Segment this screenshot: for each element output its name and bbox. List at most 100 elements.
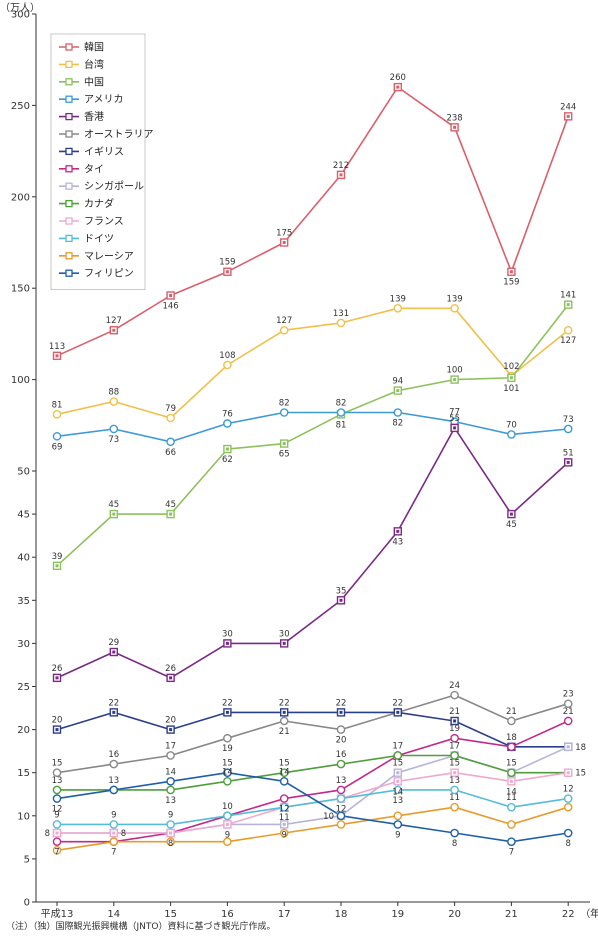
data-point bbox=[563, 716, 573, 726]
data-point-center bbox=[282, 822, 286, 826]
data-point-center bbox=[509, 779, 513, 783]
y-tick-label: 30 bbox=[17, 639, 30, 650]
data-label: 21 bbox=[506, 707, 517, 717]
legend-label: ドイツ bbox=[84, 234, 114, 245]
data-label: 82 bbox=[336, 399, 347, 409]
data-label: 73 bbox=[108, 435, 119, 445]
data-point-center bbox=[566, 460, 570, 464]
x-axis-unit-label: （年） bbox=[580, 907, 598, 920]
data-point bbox=[52, 785, 62, 795]
data-label: 45 bbox=[506, 520, 517, 530]
data-point-center bbox=[453, 719, 457, 723]
series-line-9 bbox=[57, 754, 569, 791]
data-point bbox=[450, 304, 459, 313]
data-point bbox=[336, 820, 346, 829]
data-label: 141 bbox=[560, 291, 576, 301]
data-label: 30 bbox=[222, 629, 233, 639]
data-point bbox=[279, 802, 289, 812]
data-point-center bbox=[55, 564, 59, 568]
data-point-center bbox=[55, 676, 59, 680]
data-point-center bbox=[282, 442, 286, 446]
y-tick-label: 15 bbox=[17, 768, 30, 779]
data-point bbox=[166, 837, 175, 846]
data-point bbox=[563, 424, 573, 434]
data-label: 9 bbox=[225, 830, 230, 840]
data-point-center bbox=[396, 85, 400, 89]
data-point-center bbox=[225, 270, 229, 274]
data-label: 15 bbox=[575, 769, 586, 779]
data-point-center bbox=[55, 354, 59, 358]
legend-label: フランス bbox=[84, 216, 124, 228]
data-label: 19 bbox=[449, 724, 460, 734]
data-label: 51 bbox=[563, 448, 574, 458]
data-point-center bbox=[112, 831, 116, 835]
data-label: 35 bbox=[336, 586, 347, 596]
data-label: 14 bbox=[165, 767, 176, 777]
data-label: 139 bbox=[446, 294, 462, 304]
data-point bbox=[507, 430, 516, 439]
legend-label: アメリカ bbox=[84, 94, 124, 106]
legend-swatch-marker bbox=[65, 95, 73, 103]
data-label: 20 bbox=[165, 716, 176, 726]
data-point bbox=[223, 768, 232, 778]
data-point bbox=[507, 802, 516, 812]
legend-swatch-marker bbox=[65, 43, 73, 51]
data-label: 13 bbox=[52, 776, 63, 786]
data-point-center bbox=[282, 641, 286, 645]
data-point bbox=[507, 742, 516, 752]
data-label: 8 bbox=[168, 839, 173, 849]
data-label: 12 bbox=[279, 805, 290, 815]
data-label: 8 bbox=[121, 829, 126, 839]
data-label: 238 bbox=[446, 113, 462, 123]
data-label: 17 bbox=[392, 741, 403, 751]
data-label: 9 bbox=[395, 830, 400, 840]
data-point-center bbox=[55, 831, 59, 835]
legend-swatch-marker bbox=[65, 217, 73, 225]
data-label: 22 bbox=[392, 698, 403, 708]
y-tick-label: 10 bbox=[17, 811, 30, 822]
series-lines bbox=[56, 86, 569, 852]
data-point-center bbox=[566, 771, 570, 775]
data-point bbox=[507, 820, 516, 829]
x-tick-label: 17 bbox=[278, 909, 291, 920]
data-point bbox=[393, 751, 403, 760]
legend-label: 香港 bbox=[84, 111, 104, 123]
data-point bbox=[52, 837, 62, 846]
data-label: 19 bbox=[222, 744, 233, 754]
data-point bbox=[336, 318, 346, 328]
data-label: 8 bbox=[452, 839, 457, 849]
data-point bbox=[393, 304, 403, 313]
data-label: 39 bbox=[52, 552, 63, 562]
data-point bbox=[336, 759, 346, 769]
data-label: 22 bbox=[336, 698, 347, 708]
x-tick-label: 平成13 bbox=[41, 908, 74, 920]
data-point bbox=[393, 811, 403, 821]
data-point-center bbox=[169, 512, 173, 516]
data-label: 16 bbox=[108, 750, 119, 760]
legend: 韓国台湾中国アメリカ香港オーストラリアイギリスタイシンガポールカナダフランスドイ… bbox=[50, 33, 154, 291]
y-tick-label: 20 bbox=[17, 725, 30, 736]
data-point-center bbox=[112, 650, 116, 654]
data-point bbox=[52, 845, 62, 855]
data-label: 29 bbox=[108, 638, 119, 648]
data-point-center bbox=[169, 831, 173, 835]
data-label: 127 bbox=[560, 336, 576, 346]
data-point-center bbox=[396, 779, 400, 783]
data-label: 101 bbox=[503, 384, 519, 394]
data-label: 14 bbox=[222, 767, 233, 777]
data-point-center bbox=[396, 771, 400, 775]
legend-swatch-marker bbox=[65, 147, 73, 156]
x-tick-label: 19 bbox=[391, 909, 404, 920]
data-label: 11 bbox=[279, 813, 290, 823]
x-tick-label: 20 bbox=[448, 909, 461, 920]
data-label: 81 bbox=[336, 420, 347, 430]
data-point bbox=[563, 828, 573, 838]
data-point bbox=[52, 768, 62, 778]
legend-swatch-marker bbox=[65, 60, 73, 69]
data-label: 15 bbox=[279, 759, 290, 769]
x-tick-label: 22 bbox=[562, 909, 575, 920]
data-point-center bbox=[112, 710, 116, 714]
y-tick-label: 0 bbox=[24, 898, 30, 909]
data-label: 175 bbox=[276, 229, 292, 239]
data-label: 21 bbox=[279, 727, 290, 737]
